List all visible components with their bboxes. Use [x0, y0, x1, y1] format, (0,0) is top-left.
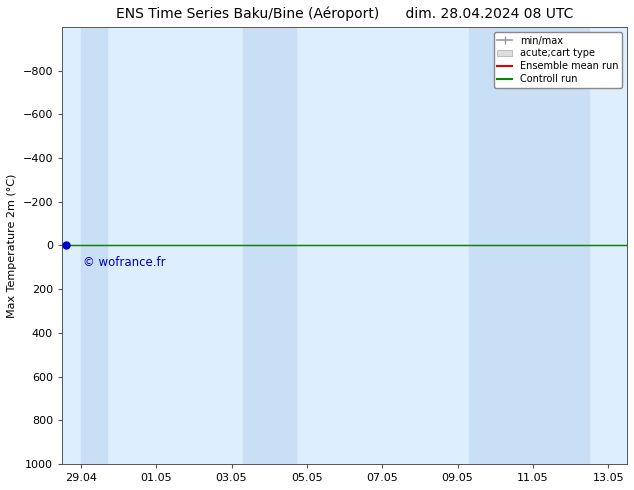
Bar	[81, 27, 107, 464]
Bar	[469, 27, 590, 464]
Text: © wofrance.fr: © wofrance.fr	[83, 256, 165, 270]
Bar	[243, 27, 295, 464]
Y-axis label: Max Temperature 2m (°C): Max Temperature 2m (°C)	[7, 173, 17, 318]
Title: ENS Time Series Baku/Bine (Aéroport)      dim. 28.04.2024 08 UTC: ENS Time Series Baku/Bine (Aéroport) dim…	[116, 7, 573, 22]
Legend: min/max, acute;cart type, Ensemble mean run, Controll run: min/max, acute;cart type, Ensemble mean …	[493, 32, 622, 88]
